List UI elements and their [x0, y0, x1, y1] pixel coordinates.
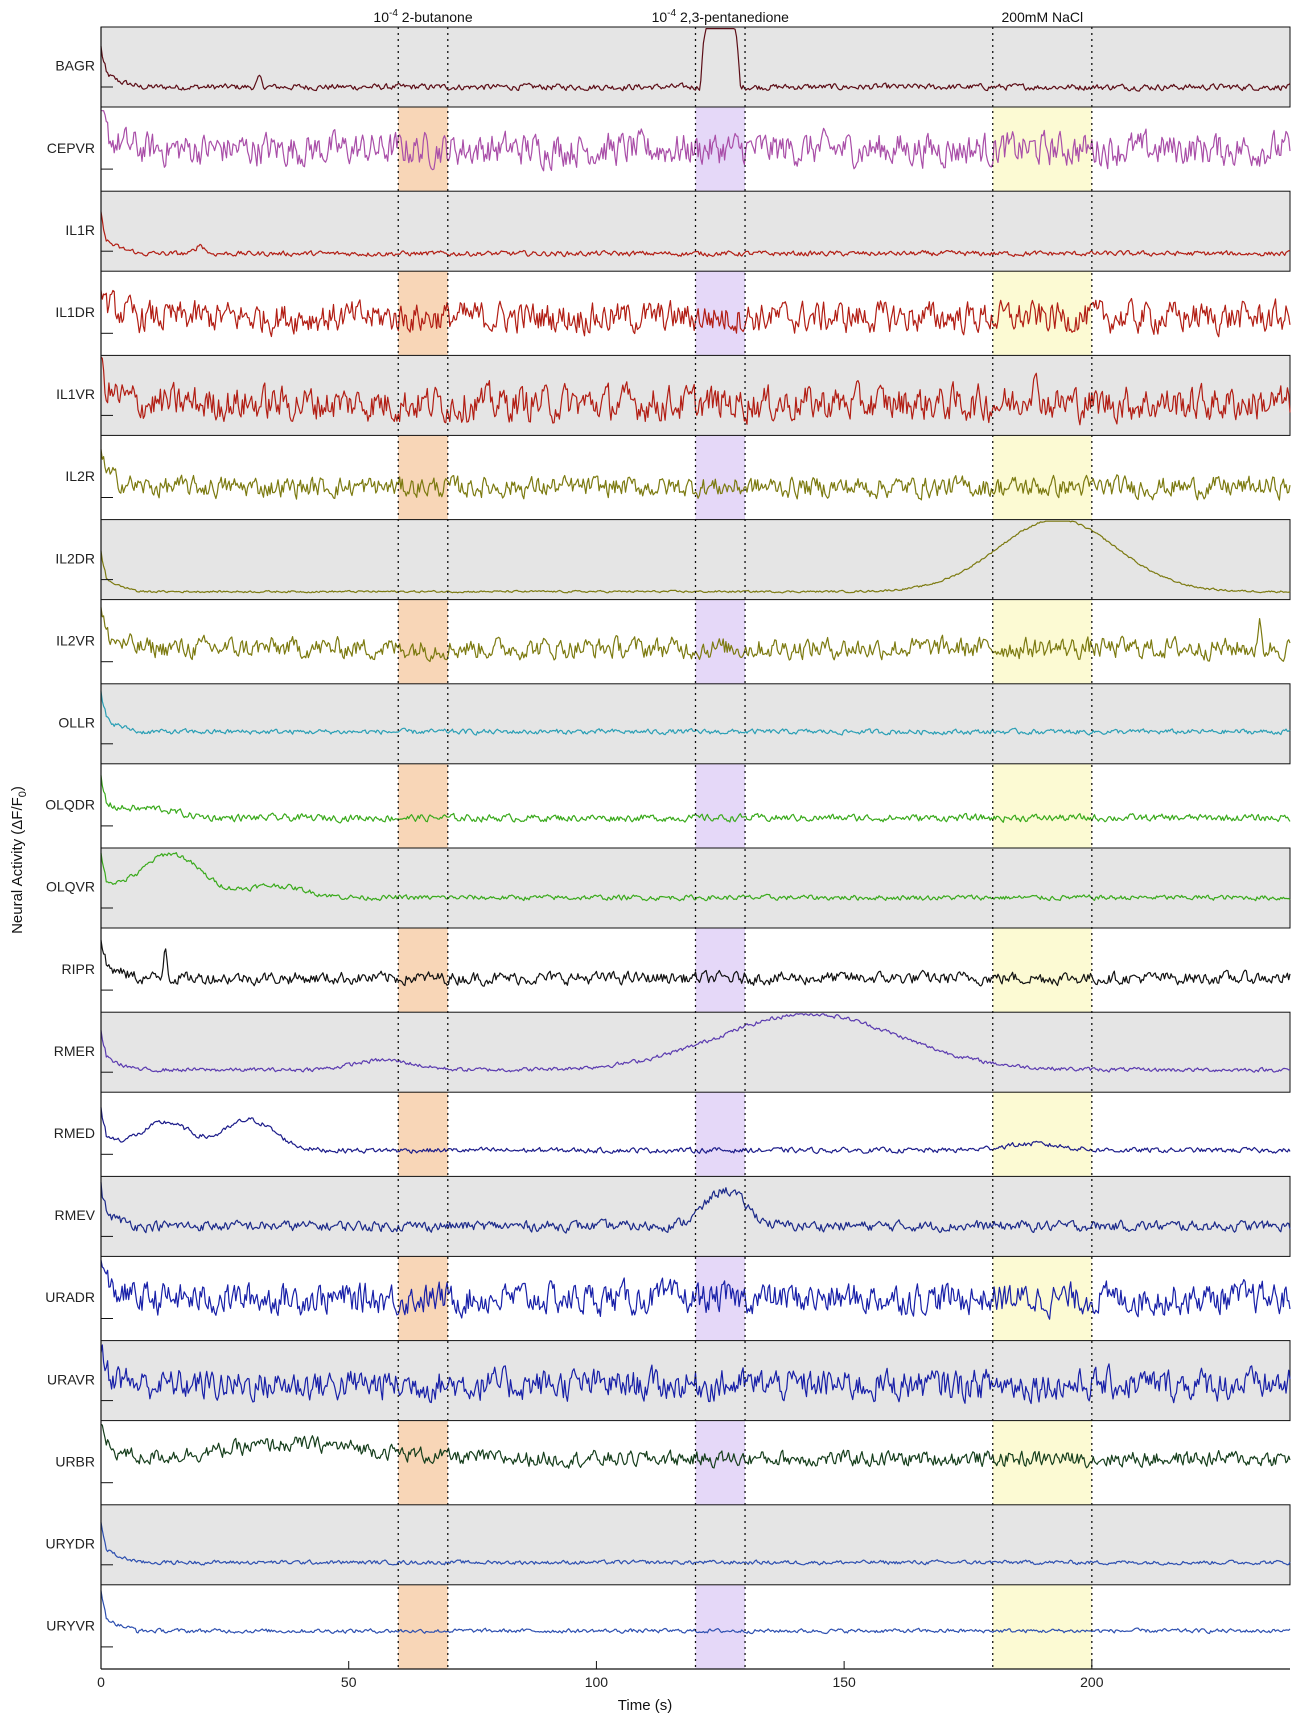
trace-label-uravr: URAVR: [47, 1371, 95, 1387]
trace-label-cepvr: CEPVR: [47, 140, 95, 156]
trace-labels: BAGR CEPVR IL1R IL1DR IL1VR IL2R IL2DR IL2VR OLL…: [45, 58, 113, 1648]
trace-line-il1vr: [100, 356, 1291, 426]
trace-line-urydr: [100, 1522, 1291, 1566]
trace-label-il1r: IL1R: [65, 222, 95, 238]
x-tick-label-0: 0: [97, 1674, 105, 1690]
stimulus-exponent: -4: [667, 8, 676, 19]
trace-uryvr: [100, 1590, 1291, 1635]
stimulus-prefix: 10: [652, 9, 668, 25]
stimulus-name: 200mM NaCl: [1001, 9, 1083, 25]
trace-uradr: [100, 1259, 1291, 1320]
x-axis-label: Time (s): [618, 1697, 672, 1714]
trace-label-olqvr: OLQVR: [46, 879, 95, 895]
trace-label-rmer: RMER: [54, 1043, 95, 1059]
trace-label-il1vr: IL1VR: [56, 386, 95, 402]
stimulus-prefix: 10: [373, 9, 389, 25]
stimulus-label-0: 10-4 2-butanone: [373, 8, 472, 25]
stimulus-name: 2,3-pentanedione: [676, 9, 789, 25]
y-axis-label-sub: 0: [17, 791, 29, 797]
stimulus-name: 2-butanone: [398, 9, 473, 25]
x-axis: 0 50 100 150 200: [97, 27, 1290, 1690]
trace-line-il2r: [100, 449, 1291, 501]
stimulus-exponent: -4: [389, 8, 398, 19]
trace-il2r: [100, 449, 1291, 501]
trace-label-il1dr: IL1DR: [55, 304, 95, 320]
trace-label-il2r: IL2R: [65, 468, 95, 484]
trace-line-rmer: [100, 1013, 1291, 1073]
trace-label-uryvr: URYVR: [46, 1618, 95, 1634]
trace-label-il2vr: IL2VR: [56, 632, 95, 648]
y-axis-label-close: ): [9, 786, 26, 791]
trace-label-bagr: BAGR: [55, 58, 95, 74]
x-tick-label-1: 50: [341, 1674, 357, 1690]
stimulus-label-1: 10-4 2,3-pentanedione: [652, 8, 790, 25]
y-axis-label-main: Neural Activity (ΔF/F: [9, 797, 26, 934]
trace-label-urydr: URYDR: [45, 1536, 95, 1552]
trace-label-rmed: RMED: [54, 1125, 95, 1141]
x-tick-label-3: 150: [832, 1674, 856, 1690]
trace-il1vr: [100, 356, 1291, 426]
trace-urydr: [100, 1522, 1291, 1566]
x-tick-label-4: 200: [1080, 1674, 1104, 1690]
trace-label-ripr: RIPR: [62, 961, 95, 977]
trace-label-uradr: URADR: [45, 1289, 95, 1305]
trace-label-il2dr: IL2DR: [55, 550, 95, 566]
stimulus-boundaries: [397, 27, 1093, 1669]
trace-line-uradr: [100, 1259, 1291, 1320]
trace-line-uryvr: [100, 1590, 1291, 1635]
trace-label-urbr: URBR: [55, 1453, 95, 1469]
y-axis-label: Neural Activity (ΔF/F0): [9, 786, 29, 934]
trace-label-ollr: OLLR: [58, 715, 95, 731]
trace-cepvr: [101, 110, 1291, 172]
stimulus-label-2: 200mM NaCl: [1001, 9, 1083, 25]
trace-label-rmev: RMEV: [55, 1207, 96, 1223]
trace-label-olqdr: OLQDR: [45, 797, 95, 813]
x-tick-label-2: 100: [585, 1674, 609, 1690]
trace-rmer: [100, 1013, 1291, 1073]
trace-line-cepvr: [101, 110, 1291, 172]
